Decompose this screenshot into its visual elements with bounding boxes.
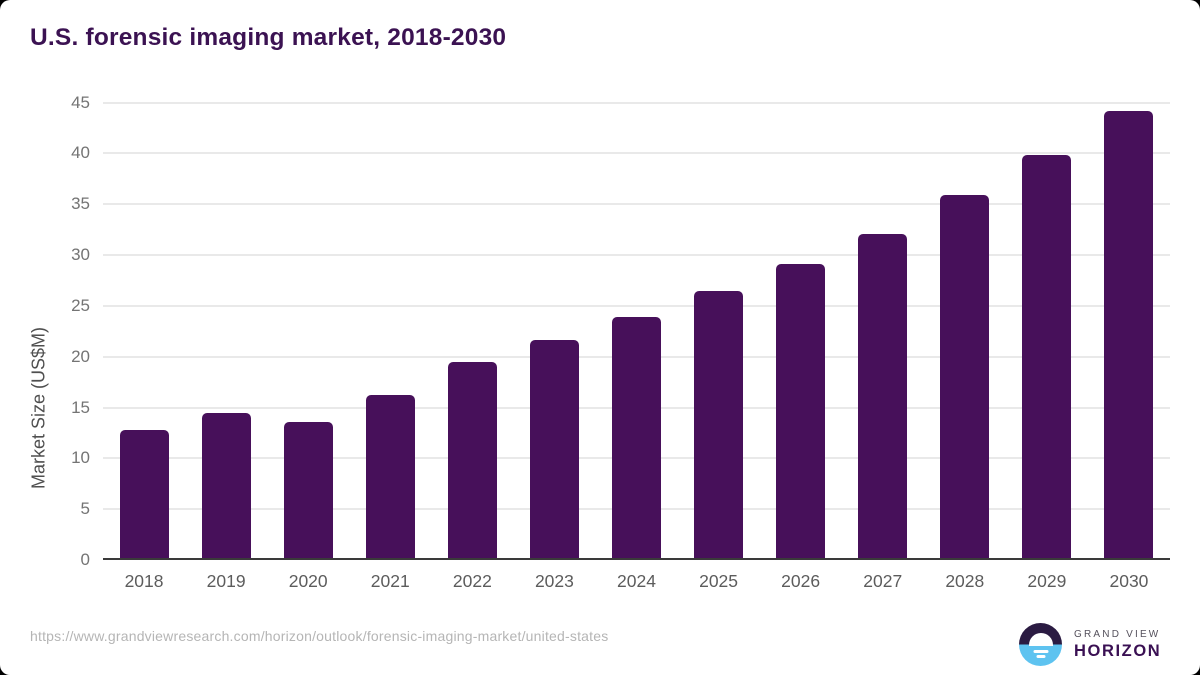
y-tick-label-20: 20 <box>71 346 90 366</box>
bar-2028 <box>940 195 990 558</box>
x-tick-label-2024: 2024 <box>617 571 656 591</box>
y-tick-label-25: 25 <box>71 295 90 315</box>
x-tick-label-2023: 2023 <box>534 571 574 591</box>
y-tick-label-40: 40 <box>71 143 90 163</box>
gridline-45 <box>103 101 1170 104</box>
logo-text: GRAND VIEW HORIZON <box>1074 629 1161 661</box>
x-tick-label-2022: 2022 <box>452 571 492 591</box>
x-tick-label-2020: 2020 <box>288 571 328 591</box>
bar-2019 <box>201 412 251 558</box>
bar-2020 <box>283 421 333 558</box>
y-tick-label-35: 35 <box>71 194 90 214</box>
y-tick-label-0: 0 <box>80 550 90 569</box>
x-axis-line <box>103 558 1170 560</box>
y-tick-label-5: 5 <box>80 499 90 519</box>
gridline-35 <box>103 203 1170 206</box>
logo-product-line: HORIZON <box>1074 641 1162 660</box>
bar-2029 <box>1022 155 1072 558</box>
x-tick-label-2027: 2027 <box>863 571 903 591</box>
bar-2026 <box>776 264 826 558</box>
bar-2024 <box>612 317 661 558</box>
gridline-30 <box>103 254 1170 256</box>
gridline-40 <box>103 152 1170 155</box>
x-tick-label-2025: 2025 <box>699 571 739 591</box>
horizon-sun-icon <box>1019 623 1062 666</box>
chart-title: U.S. forensic imaging market, 2018-2030 <box>30 24 507 51</box>
grand-view-horizon-logo: GRAND VIEW HORIZON <box>1019 623 1161 666</box>
bar-2025 <box>694 290 744 558</box>
x-tick-label-2021: 2021 <box>370 571 410 591</box>
logo-brand-line: GRAND VIEW <box>1074 628 1161 640</box>
bar-2018 <box>119 429 169 558</box>
x-tick-label-2029: 2029 <box>1027 571 1067 591</box>
x-tick-label-2030: 2030 <box>1109 571 1149 591</box>
y-tick-label-15: 15 <box>71 397 90 417</box>
x-tick-label-2018: 2018 <box>124 571 164 591</box>
bar-2022 <box>447 361 497 558</box>
gridline-25 <box>103 304 1170 307</box>
y-tick-label-45: 45 <box>71 92 90 112</box>
bar-2030 <box>1104 110 1154 558</box>
bar-2021 <box>365 395 415 558</box>
y-tick-label-10: 10 <box>71 448 90 468</box>
x-tick-label-2026: 2026 <box>781 571 821 591</box>
bar-2027 <box>858 233 908 558</box>
x-tick-label-2019: 2019 <box>206 571 246 591</box>
plot-area: Market Size (US$M) 0 5 10 15 20 25 30 35 40 45 201… <box>29 90 1170 591</box>
y-tick-label-30: 30 <box>71 245 90 264</box>
y-axis-title-text: Market Size (US$M) <box>28 326 49 490</box>
bar-2023 <box>529 340 579 558</box>
x-tick-label-2028: 2028 <box>945 571 985 591</box>
source-url: https://www.grandviewresearch.com/horizo… <box>30 628 609 644</box>
